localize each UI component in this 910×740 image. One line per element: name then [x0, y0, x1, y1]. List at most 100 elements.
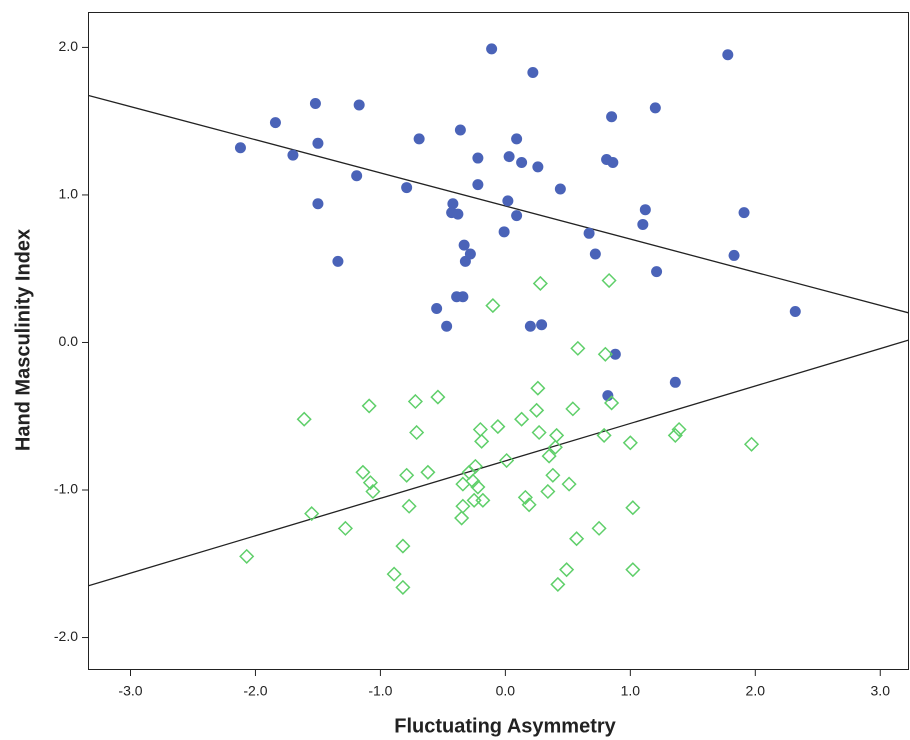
x-tick-label: 1.0: [621, 683, 641, 699]
point: [498, 226, 510, 238]
point: [649, 102, 661, 114]
point: [490, 419, 506, 435]
point: [541, 448, 557, 464]
point: [457, 291, 469, 303]
point: [486, 43, 498, 55]
point: [554, 183, 566, 195]
point: [239, 548, 255, 564]
point: [639, 204, 651, 216]
point: [355, 464, 371, 480]
point: [430, 389, 446, 405]
point: [669, 376, 681, 388]
point: [420, 464, 436, 480]
y-tick-label: 1.0: [59, 186, 79, 202]
x-tick-label: -2.0: [243, 683, 267, 699]
point: [502, 195, 514, 207]
point: [312, 198, 324, 210]
point: [671, 421, 687, 438]
point: [351, 170, 363, 182]
point: [458, 239, 470, 251]
point: [547, 439, 563, 455]
point: [622, 435, 638, 451]
point: [499, 452, 515, 469]
point: [743, 436, 760, 452]
point: [386, 566, 402, 582]
plot-area: [88, 12, 909, 670]
point: [332, 255, 344, 267]
point: [365, 483, 381, 500]
point: [559, 562, 575, 578]
x-tick-label: -1.0: [368, 683, 392, 699]
point: [511, 133, 523, 145]
x-axis-title: Fluctuating Asymmetry: [394, 715, 616, 737]
point: [524, 320, 536, 332]
point: [452, 208, 464, 220]
point: [399, 467, 415, 483]
x-tick-label: 2.0: [746, 683, 766, 699]
point: [604, 395, 620, 411]
y-tick-label: 2.0: [59, 38, 79, 54]
point: [269, 117, 281, 129]
point: [606, 111, 618, 123]
point: [667, 427, 683, 443]
point: [516, 156, 528, 168]
point: [309, 97, 321, 109]
point: [353, 99, 365, 111]
point: [536, 319, 548, 331]
point: [545, 467, 561, 483]
y-tick-label: -2.0: [54, 628, 78, 644]
point: [472, 152, 484, 164]
point: [530, 380, 546, 396]
point: [607, 156, 619, 168]
point: [304, 506, 320, 522]
point: [625, 500, 641, 516]
point: [361, 398, 377, 414]
point: [431, 303, 443, 315]
point: [728, 249, 740, 261]
point: [362, 475, 378, 491]
point: [413, 133, 425, 145]
point: [583, 227, 595, 239]
x-tick-label: 3.0: [871, 683, 891, 699]
point: [470, 479, 486, 495]
point: [569, 531, 585, 547]
point: [407, 393, 423, 410]
point: [589, 248, 601, 260]
point: [722, 49, 734, 61]
plot-content: [88, 43, 909, 595]
point: [596, 427, 612, 443]
point: [441, 320, 453, 332]
y-tick-label: 0.0: [59, 333, 79, 349]
point: [511, 210, 523, 222]
point: [454, 124, 466, 136]
point: [455, 498, 471, 514]
point: [591, 520, 607, 536]
point: [472, 179, 484, 191]
point: [409, 424, 425, 441]
point: [601, 272, 617, 289]
point: [395, 538, 411, 554]
point: [540, 483, 556, 500]
point: [738, 207, 750, 219]
point: [637, 218, 649, 230]
fit-line: [88, 339, 909, 587]
x-tick-label: 0.0: [496, 683, 516, 699]
point: [514, 411, 530, 427]
point: [597, 346, 613, 362]
point: [527, 66, 539, 78]
point: [395, 579, 411, 595]
y-tick-label: -1.0: [54, 481, 78, 497]
point: [474, 433, 490, 449]
point: [447, 198, 459, 210]
x-tick-label: -3.0: [118, 683, 142, 699]
point: [454, 510, 470, 526]
point: [401, 498, 417, 514]
point: [337, 520, 353, 536]
point: [532, 161, 544, 173]
point: [464, 248, 476, 260]
point: [532, 275, 548, 292]
point: [789, 305, 801, 317]
y-axis-title: Hand Masculinity Index: [12, 229, 34, 451]
point: [485, 298, 501, 314]
